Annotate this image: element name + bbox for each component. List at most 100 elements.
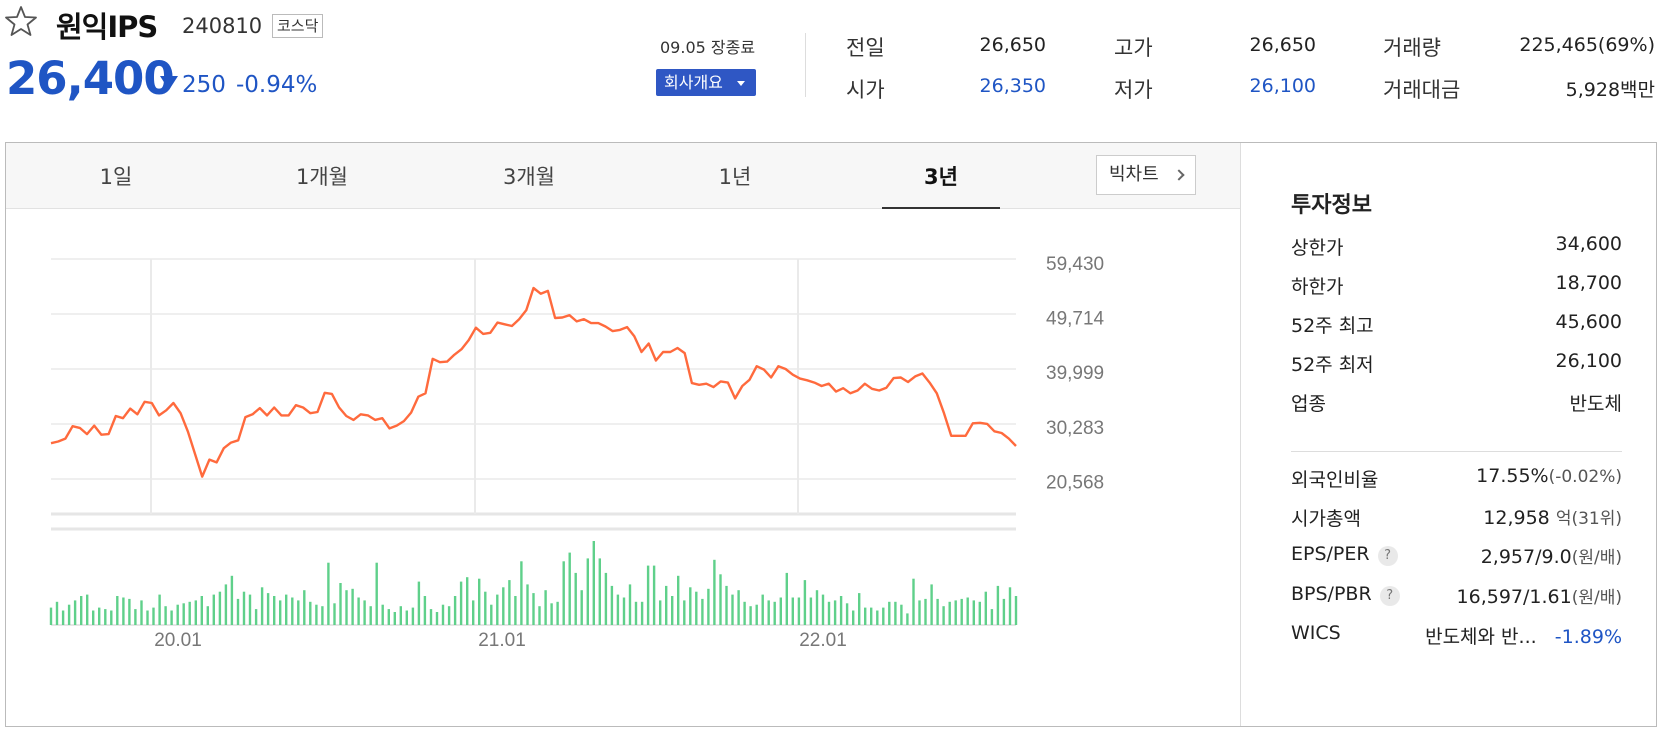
volume-bar — [417, 581, 421, 625]
volume-bar — [954, 600, 957, 625]
volume-bar — [1014, 596, 1018, 625]
volume-bar — [242, 591, 246, 625]
volume-bar — [73, 600, 77, 625]
volume-bar — [61, 610, 65, 625]
volume-bar — [116, 596, 119, 625]
volume-bar — [1002, 598, 1006, 625]
eps-per-value: 2,957/9.0 — [1480, 546, 1572, 568]
volume-bar — [387, 609, 390, 625]
help-icon[interactable]: ? — [1379, 586, 1400, 606]
volume-bar — [785, 572, 788, 625]
amount-label: 거래대금 — [1383, 78, 1461, 102]
volume-bar — [363, 600, 366, 625]
market-cap-value: 12,958 — [1483, 507, 1550, 529]
foreign-ratio-change: (-0.02%) — [1548, 467, 1622, 487]
volume-bar — [309, 601, 312, 625]
volume-bar — [870, 607, 873, 625]
volume-bar — [291, 597, 294, 625]
sector-row: 업종 반도체 — [1291, 389, 1622, 417]
volume-bar — [622, 597, 626, 625]
volume-bar — [556, 601, 559, 625]
volume-bar — [375, 562, 378, 625]
market-cap-rank: (31위) — [1571, 509, 1622, 529]
volume-bar — [315, 604, 318, 625]
high-value: 26,650 — [1249, 34, 1316, 56]
volume-bar — [604, 572, 608, 625]
volume-bar — [405, 610, 408, 625]
volume-bar — [634, 601, 638, 625]
low-value: 26,100 — [1249, 75, 1316, 97]
volume-bar — [230, 575, 234, 625]
high-label: 고가 — [1114, 36, 1153, 60]
volume-bar — [839, 596, 843, 625]
tab-3year[interactable]: 3년 — [924, 165, 958, 189]
market-badge: 코스닥 — [272, 14, 324, 38]
volume-bar — [236, 598, 240, 625]
volume-bar — [273, 596, 276, 625]
volume-bar — [683, 600, 686, 625]
high52-row: 52주 최고 45,600 — [1291, 311, 1622, 339]
help-icon[interactable]: ? — [1377, 546, 1398, 566]
volume-bar — [592, 541, 595, 625]
volume-bar — [526, 584, 529, 625]
volume-bar — [423, 596, 427, 625]
volume-bar — [888, 601, 891, 625]
volume-bar — [86, 594, 89, 625]
down-triangle-icon — [160, 76, 178, 90]
caret-down-icon — [737, 81, 745, 86]
volume-bar — [140, 600, 143, 625]
volume-bar — [321, 606, 324, 625]
company-overview-button[interactable]: 회사개요 — [656, 69, 756, 96]
volume-bar — [562, 561, 565, 625]
volume-bar — [544, 590, 547, 625]
volume-bar — [550, 603, 553, 625]
low-label: 저가 — [1114, 78, 1153, 102]
volume-bar — [906, 613, 909, 625]
tab-1month[interactable]: 1개월 — [295, 165, 348, 189]
volume-bar — [827, 601, 831, 625]
volume-bar — [773, 601, 776, 625]
volume-bar — [128, 598, 131, 625]
volume-bar — [453, 596, 457, 625]
volume-bar — [303, 590, 306, 625]
upper-limit-value: 34,600 — [1555, 233, 1622, 255]
volume-bar — [381, 604, 384, 625]
x-tick-label: 20.01 — [154, 630, 202, 651]
volume-bar — [580, 590, 583, 625]
foreign-ratio-row: 외국인비율 17.55%(-0.02%) — [1291, 465, 1622, 493]
y-tick-label: 20,568 — [1046, 472, 1104, 493]
volume-bar — [369, 606, 372, 625]
high52-value: 45,600 — [1555, 311, 1622, 333]
volume-bar — [248, 594, 252, 625]
divider — [805, 33, 806, 97]
volume-bar — [960, 598, 963, 625]
chevron-right-icon — [1173, 169, 1185, 181]
tab-3month[interactable]: 3개월 — [502, 165, 555, 189]
x-tick-label: 21.01 — [478, 630, 526, 651]
price-line — [50, 286, 1017, 478]
volume-bar — [665, 585, 668, 625]
volume-bar — [472, 600, 475, 625]
star-icon[interactable] — [4, 4, 38, 38]
volume-bar — [339, 583, 342, 625]
low52-value: 26,100 — [1555, 350, 1622, 372]
wics-value[interactable]: 반도체와 반... — [1425, 626, 1537, 648]
volume-bar — [586, 558, 589, 625]
volume-bar — [755, 604, 758, 625]
tab-1year[interactable]: 1년 — [718, 165, 752, 189]
volume-bar — [393, 612, 396, 625]
volume-bar — [170, 610, 173, 625]
volume-bar — [351, 588, 354, 625]
chart-panel: 1일 1개월 3개월 1년 3년 빅차트 59,430 49,714 39,999 3… — [5, 142, 1657, 727]
current-price: 26,400 — [6, 52, 175, 105]
tab-1day[interactable]: 1일 — [99, 165, 133, 189]
upper-limit-label: 상한가 — [1291, 237, 1344, 259]
sector-label: 업종 — [1291, 393, 1326, 415]
volume-bar — [689, 587, 692, 625]
volume-bar — [574, 572, 577, 625]
volume-bar — [671, 596, 674, 625]
volume-bar — [948, 601, 951, 625]
volume-bar — [206, 606, 209, 625]
bigchart-button[interactable]: 빅차트 — [1096, 155, 1196, 195]
volume-bar — [67, 604, 71, 625]
